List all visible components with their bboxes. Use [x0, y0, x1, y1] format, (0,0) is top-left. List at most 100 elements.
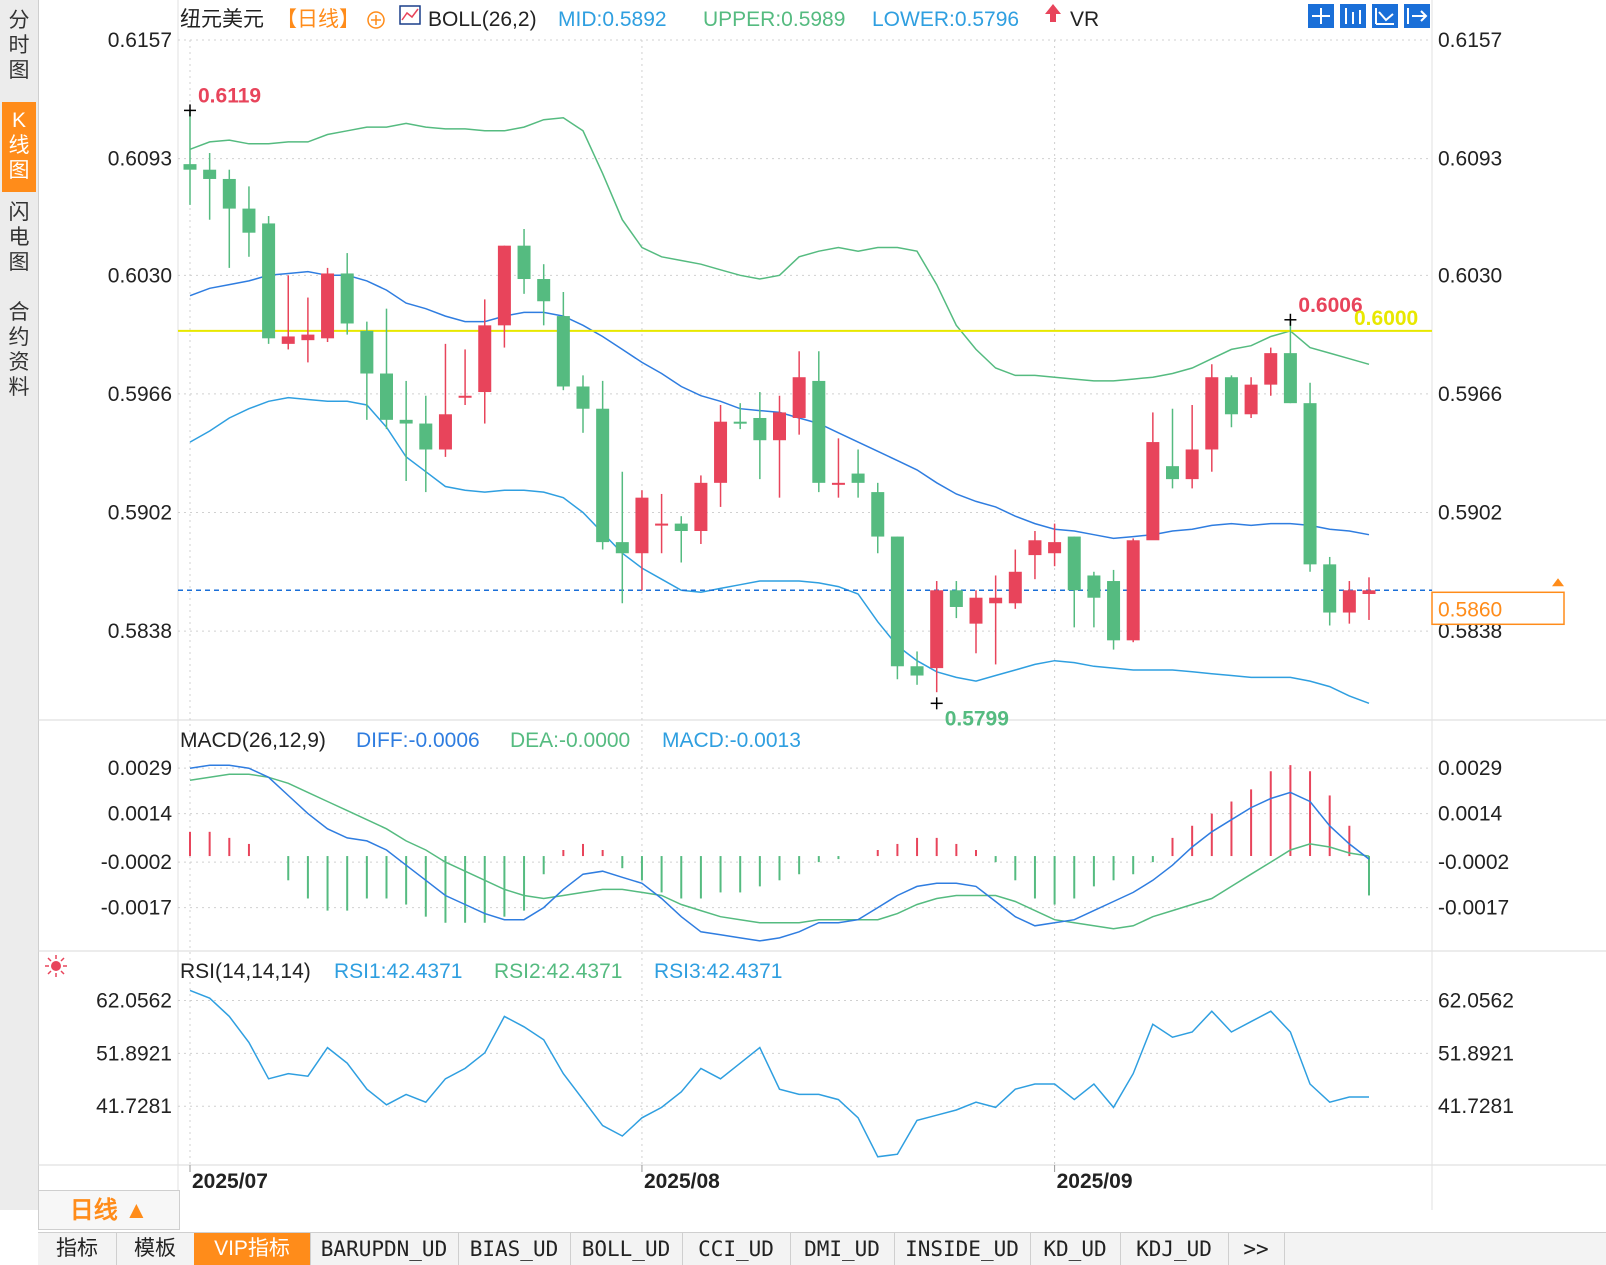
candle[interactable]	[1185, 405, 1199, 489]
bar-chart-tool-icon[interactable]	[1340, 4, 1366, 28]
candle[interactable]	[714, 405, 728, 507]
candle[interactable]	[733, 403, 747, 430]
candle[interactable]	[910, 651, 924, 685]
rsi-y-tick-label-right: 41.7281	[1438, 1095, 1514, 1118]
candle[interactable]	[1205, 364, 1219, 472]
candle[interactable]	[851, 449, 865, 498]
candle[interactable]	[871, 482, 885, 554]
candle[interactable]	[989, 575, 1003, 665]
bottom-tab-8[interactable]: INSIDE_UD	[894, 1233, 1031, 1265]
candle[interactable]	[458, 349, 472, 406]
bottom-tab-9[interactable]: KD_UD	[1030, 1233, 1121, 1265]
candle[interactable]	[1126, 538, 1140, 643]
candle[interactable]	[321, 267, 335, 343]
candle[interactable]	[222, 169, 236, 268]
candle[interactable]	[380, 308, 393, 430]
crosshair-tool-icon[interactable]	[1308, 4, 1334, 28]
period-label[interactable]: 【日线】	[276, 8, 360, 31]
price-y-tick-label-left: 0.5902	[108, 501, 172, 524]
candle[interactable]	[438, 343, 452, 457]
candle[interactable]	[969, 590, 983, 654]
candle[interactable]	[203, 153, 217, 220]
candle[interactable]	[1264, 347, 1278, 396]
candle[interactable]	[674, 516, 688, 563]
bottom-tab-10[interactable]: KDJ_UD	[1120, 1233, 1229, 1265]
candle-body	[458, 395, 472, 398]
macd-name[interactable]: MACD(26,12,9)	[180, 729, 326, 752]
bottom-tab-11[interactable]: >>	[1228, 1233, 1285, 1265]
candle-body	[1166, 466, 1179, 480]
candle-body	[615, 542, 629, 554]
candle[interactable]	[930, 581, 944, 693]
rsi-name[interactable]: RSI(14,14,14)	[180, 960, 311, 983]
indicator-name[interactable]: BOLL(26,2)	[428, 8, 537, 31]
trend-tool-icon[interactable]	[1372, 4, 1398, 28]
candle[interactable]	[301, 297, 315, 363]
candle[interactable]	[655, 493, 669, 554]
candle[interactable]	[1067, 536, 1081, 628]
candle[interactable]	[1244, 377, 1258, 418]
candle[interactable]	[1008, 549, 1022, 609]
candle[interactable]	[1323, 556, 1337, 626]
candle[interactable]	[694, 475, 708, 544]
add-icon[interactable]	[367, 11, 385, 29]
candle[interactable]	[556, 291, 570, 391]
candle[interactable]	[497, 245, 511, 348]
candle-body	[203, 169, 217, 179]
candle[interactable]	[360, 321, 374, 420]
bottom-tab-5[interactable]: BOLL_UD	[570, 1233, 683, 1265]
candle[interactable]	[812, 351, 826, 493]
candle[interactable]	[635, 490, 649, 591]
candle[interactable]	[517, 228, 531, 294]
candle[interactable]	[1303, 382, 1317, 572]
candle[interactable]	[1028, 531, 1042, 580]
candle[interactable]	[1166, 408, 1179, 489]
indicator-icon[interactable]	[399, 5, 421, 25]
candle[interactable]	[1283, 319, 1297, 404]
candle[interactable]	[1146, 412, 1160, 541]
arrow-up-icon[interactable]	[1045, 4, 1061, 22]
candle-body	[517, 245, 531, 280]
bottom-tab-3[interactable]: BARUPDN_UD	[310, 1233, 459, 1265]
candle[interactable]	[478, 299, 492, 424]
period-button[interactable]: 日线 ▲	[38, 1190, 180, 1230]
candle[interactable]	[773, 395, 786, 498]
expand-tool-icon[interactable]	[1404, 4, 1430, 28]
candle[interactable]	[753, 392, 767, 480]
candle[interactable]	[281, 275, 295, 350]
candle[interactable]	[1107, 569, 1121, 650]
bottom-tab-0[interactable]: 指标	[38, 1233, 117, 1265]
candle[interactable]	[792, 351, 806, 435]
candle[interactable]	[1362, 577, 1376, 620]
candle[interactable]	[183, 110, 197, 205]
candle[interactable]	[399, 380, 413, 481]
candle[interactable]	[615, 471, 629, 604]
candle[interactable]	[831, 438, 845, 498]
candle[interactable]	[340, 253, 354, 335]
candle[interactable]	[537, 264, 551, 326]
bottom-tab-1[interactable]: 模板	[116, 1233, 195, 1265]
candle[interactable]	[242, 186, 256, 257]
candle[interactable]	[596, 380, 610, 550]
candle[interactable]	[1224, 375, 1238, 428]
bottom-tab-7[interactable]: DMI_UD	[790, 1233, 895, 1265]
candle[interactable]	[1048, 523, 1062, 567]
candle[interactable]	[1087, 571, 1101, 628]
candle[interactable]	[949, 581, 963, 619]
left-tab-3[interactable]: 合约资料	[8, 301, 30, 399]
left-tab-2[interactable]: 闪电图	[8, 201, 30, 274]
settings-sun-icon[interactable]	[45, 955, 67, 977]
candle[interactable]	[576, 375, 590, 433]
candle[interactable]	[1342, 581, 1356, 624]
candle[interactable]	[890, 536, 904, 680]
bottom-tab-2[interactable]: VIP指标	[194, 1233, 311, 1265]
bottom-tab-4[interactable]: BIAS_UD	[458, 1233, 571, 1265]
candle[interactable]	[262, 216, 276, 344]
price-y-tick-label-right: 0.6030	[1438, 264, 1502, 287]
candle[interactable]	[419, 395, 433, 493]
bottom-tab-6[interactable]: CCI_UD	[682, 1233, 791, 1265]
candle-body	[831, 482, 845, 485]
vr-indicator-label[interactable]: VR	[1070, 8, 1099, 31]
left-tab-0[interactable]: 分时图	[8, 9, 30, 82]
